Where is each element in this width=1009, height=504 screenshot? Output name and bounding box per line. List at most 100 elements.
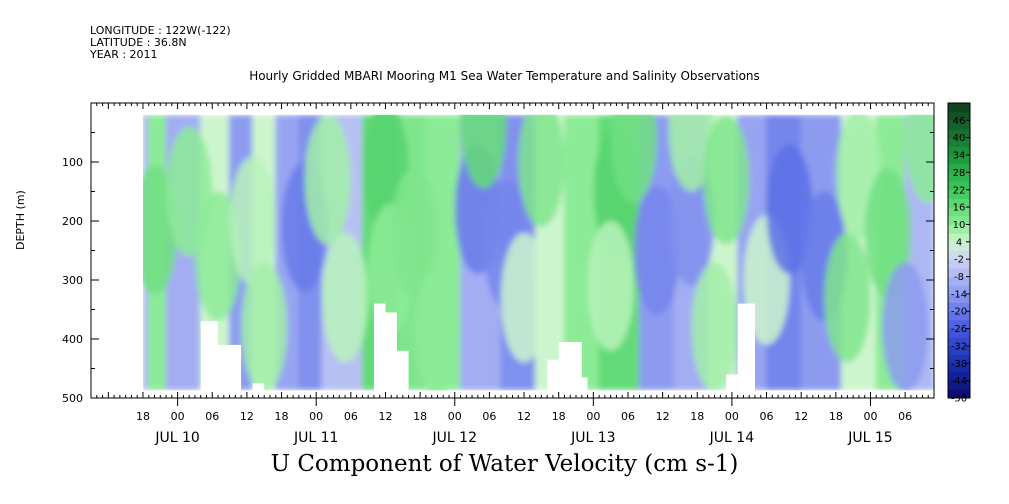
x-hour-label: 00: [309, 410, 323, 423]
colorbar-segment: [948, 241, 970, 251]
x-hour-label: 18: [829, 410, 843, 423]
colorbar-segment: [948, 354, 970, 364]
no-data-bottom: [91, 390, 934, 398]
field-blob: [703, 114, 750, 245]
no-data-left: [91, 103, 143, 398]
colorbar-segment: [948, 285, 970, 295]
field-blob: [194, 191, 242, 322]
colorbar-label: 28: [953, 168, 966, 179]
colorbar-segment: [948, 146, 970, 156]
x-hour-label: 18: [552, 410, 566, 423]
colorbar-label: -20: [951, 307, 967, 318]
colorbar-label: -14: [951, 289, 967, 300]
x-date-label: JUL 10: [154, 430, 199, 446]
field-blob: [668, 103, 715, 192]
x-hour-label: 00: [725, 410, 739, 423]
colorbar-label: -8: [954, 272, 964, 283]
no-data-region: [200, 321, 219, 398]
field-blob: [766, 144, 813, 275]
x-date-label: JUL 13: [570, 430, 615, 446]
latitude-label: LATITUDE : 36.8N: [90, 36, 187, 49]
velocity-field-layer: [131, 103, 934, 398]
field-blob: [668, 156, 715, 286]
colorbar-label: -38: [951, 359, 967, 370]
colorbar-label: 22: [953, 185, 966, 196]
y-tick-label: 100: [62, 156, 83, 169]
field-blob: [882, 262, 929, 393]
y-tick-label: 300: [62, 274, 83, 287]
no-data-region: [547, 359, 559, 398]
colorbar-segment: [948, 380, 970, 390]
colorbar-segment: [948, 337, 970, 347]
colorbar-segment: [948, 319, 970, 330]
no-data-region: [218, 344, 242, 398]
axes: 18 00 06 12 18 00 06 12 18 00 06 12 18 00 06 12 18 00 06 12…: [62, 102, 935, 446]
colorbar-segment: [948, 181, 970, 191]
x-date-label: JUL 14: [709, 430, 755, 446]
x-date-label: JUL 15: [847, 430, 892, 446]
colorbar-segment: [948, 224, 970, 234]
field-blob: [321, 232, 369, 363]
colorbar-segment: [948, 302, 970, 312]
colorbar-segment: [948, 250, 970, 260]
x-hour-label: 00: [171, 410, 185, 423]
field-blob: [824, 232, 871, 363]
x-hour-label: 06: [482, 410, 496, 423]
field-blob: [518, 103, 565, 227]
no-data-region: [397, 350, 409, 398]
colorbar-segment: [948, 207, 970, 217]
y-tick-label: 500: [62, 392, 83, 405]
x-hour-label: 06: [760, 410, 774, 423]
no-data-regions: [200, 303, 756, 398]
year-label: YEAR : 2011: [90, 48, 158, 61]
colorbar-segment: [948, 259, 970, 269]
x-hour-label: 06: [898, 410, 912, 423]
colorbar-segment: [948, 111, 970, 121]
x-hour-label: 12: [517, 410, 531, 423]
no-data-region: [385, 312, 398, 398]
field-blob: [241, 262, 288, 393]
colorbar-segment: [948, 120, 970, 130]
x-hour-label: 18: [275, 410, 289, 423]
x-hour-label: 06: [205, 410, 219, 423]
colorbar-label: 46: [953, 116, 966, 127]
x-hour-label: 00: [448, 410, 462, 423]
x-hour-label: 00: [863, 410, 877, 423]
field-blob: [304, 114, 351, 245]
colorbar-label: 40: [953, 133, 966, 144]
colorbar-segment: [948, 328, 970, 338]
colorbar-segment: [948, 233, 970, 243]
colorbar-segment: [948, 189, 970, 199]
no-data-region: [576, 377, 588, 398]
field-blob: [905, 103, 934, 204]
colorbar-segment: [948, 363, 970, 373]
x-hour-label: 12: [794, 410, 808, 423]
no-data-region: [252, 383, 265, 398]
colorbar-segment: [948, 276, 970, 286]
colorbar-segment: [948, 137, 970, 147]
velocity-field: [91, 103, 934, 398]
colorbar-label: -50: [951, 394, 967, 405]
colorbar-segment: [948, 103, 970, 113]
colorbar-label: 16: [953, 203, 966, 214]
colorbar-label: 10: [953, 220, 966, 231]
field-blob: [391, 167, 438, 298]
x-date-label: JUL 11: [293, 430, 338, 446]
colorbar-segment: [948, 293, 970, 304]
colorbar: 46 40 34 28 22 16 10 4 -2 -8 -14 -20 -26 -32 -38 -44 -50: [947, 102, 971, 405]
colorbar-segment: [948, 163, 970, 173]
x-hour-label: 18: [136, 410, 150, 423]
x-date-label: JUL 12: [432, 430, 477, 446]
y-tick-label: 400: [62, 333, 83, 346]
colorbar-segment: [948, 389, 970, 399]
no-data-region: [726, 374, 738, 398]
x-hour-label: 12: [240, 410, 254, 423]
y-tick-label: 200: [62, 215, 83, 228]
x-hour-label: 18: [690, 410, 704, 423]
field-blob: [633, 185, 680, 316]
x-hour-label: 18: [413, 410, 427, 423]
field-blob: [610, 103, 657, 204]
colorbar-segment: [948, 215, 970, 225]
longitude-label: LONGITUDE : 122W(-122): [90, 24, 231, 37]
chart-caption: U Component of Water Velocity (cm s-1): [270, 451, 739, 477]
